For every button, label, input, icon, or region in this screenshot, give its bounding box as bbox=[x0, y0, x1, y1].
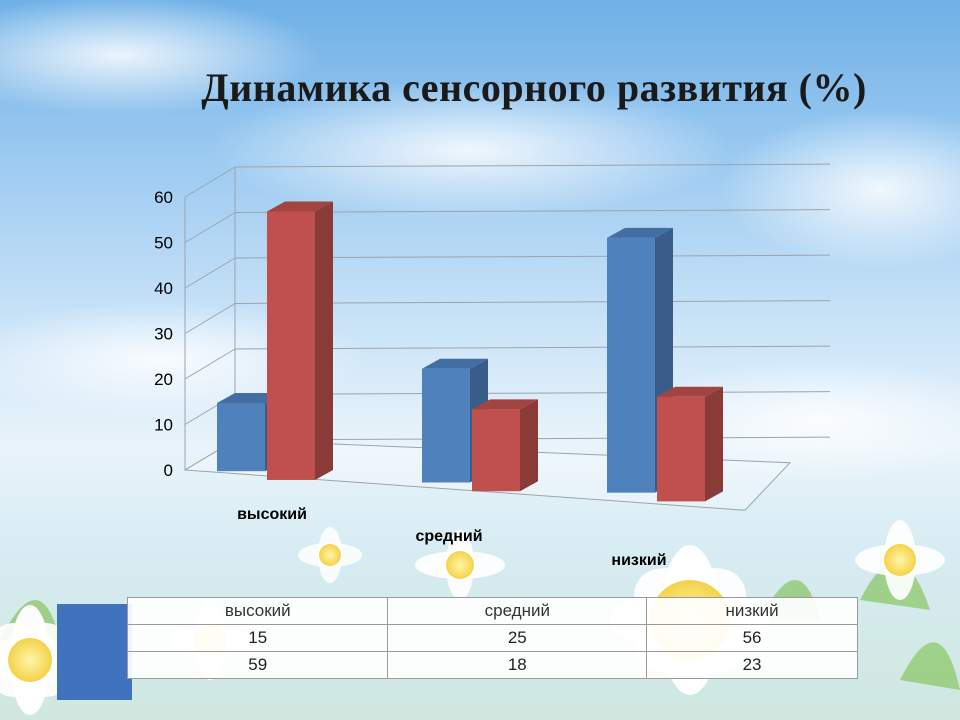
gridline-back bbox=[234, 345, 831, 350]
bar-top bbox=[217, 392, 283, 403]
gridline-side bbox=[184, 166, 236, 198]
x-category-label: высокий bbox=[237, 506, 307, 523]
table-header-row: высокий средний низкий bbox=[126, 597, 858, 625]
table-cell: 56 bbox=[646, 624, 858, 652]
gridline-side bbox=[184, 257, 236, 289]
bar-front bbox=[472, 409, 520, 492]
gridline-back bbox=[234, 209, 831, 213]
bar-top bbox=[607, 227, 673, 238]
gridline-back bbox=[234, 254, 831, 259]
y-tick-label: 60 bbox=[154, 188, 173, 207]
x-category-label: низкий bbox=[611, 552, 666, 569]
bar-высокий-series2 bbox=[267, 201, 333, 480]
bar-top bbox=[657, 386, 723, 397]
x-axis-categories: высокий средний низкий bbox=[237, 506, 667, 569]
y-axis-ticks: 0 10 20 30 40 50 60 bbox=[154, 188, 173, 480]
table-cell: 18 bbox=[387, 651, 648, 679]
table-header-cell: низкий bbox=[646, 597, 858, 625]
gridline-back bbox=[234, 300, 831, 304]
gridline-side bbox=[184, 348, 236, 380]
y-tick-label: 50 bbox=[154, 234, 173, 253]
bar-top bbox=[422, 358, 488, 369]
y-tick-label: 20 bbox=[154, 370, 173, 389]
gridline-side bbox=[184, 212, 236, 243]
bar-top bbox=[267, 201, 333, 212]
table-row: 59 18 23 bbox=[126, 651, 858, 679]
bar-front bbox=[607, 237, 655, 493]
bar-front bbox=[422, 368, 470, 483]
bar-front bbox=[267, 211, 315, 480]
y-tick-label: 10 bbox=[154, 416, 173, 435]
table-row: 15 25 56 bbox=[126, 624, 858, 652]
bar-top bbox=[472, 399, 538, 410]
table-cell: 23 bbox=[646, 651, 858, 679]
chart-bars bbox=[217, 201, 723, 502]
table-header-cell: высокий bbox=[126, 597, 389, 625]
bar-средний-series2 bbox=[472, 399, 538, 492]
gridline-back bbox=[234, 391, 831, 395]
bar-side bbox=[520, 399, 538, 492]
y-tick-label: 0 bbox=[164, 461, 173, 480]
bar-front bbox=[657, 396, 705, 502]
data-table: высокий средний низкий 15 25 56 59 18 23 bbox=[126, 597, 858, 679]
gridline-side bbox=[184, 303, 236, 334]
chart-title: Динамика сенсорного развития (%) bbox=[201, 65, 867, 110]
y-tick-label: 40 bbox=[154, 279, 173, 298]
series-color-swatch bbox=[57, 604, 132, 700]
table-cell: 15 bbox=[126, 624, 389, 652]
y-tick-label: 30 bbox=[154, 325, 173, 344]
bar-front bbox=[217, 402, 265, 472]
gridline-back bbox=[234, 163, 831, 168]
bar-низкий-series2 bbox=[657, 386, 723, 502]
x-category-label: средний bbox=[415, 528, 482, 545]
bar-side bbox=[315, 201, 333, 480]
table-cell: 25 bbox=[387, 624, 648, 652]
table-header-cell: средний bbox=[387, 597, 648, 625]
table-cell: 59 bbox=[126, 651, 389, 679]
bar-side bbox=[705, 386, 723, 502]
